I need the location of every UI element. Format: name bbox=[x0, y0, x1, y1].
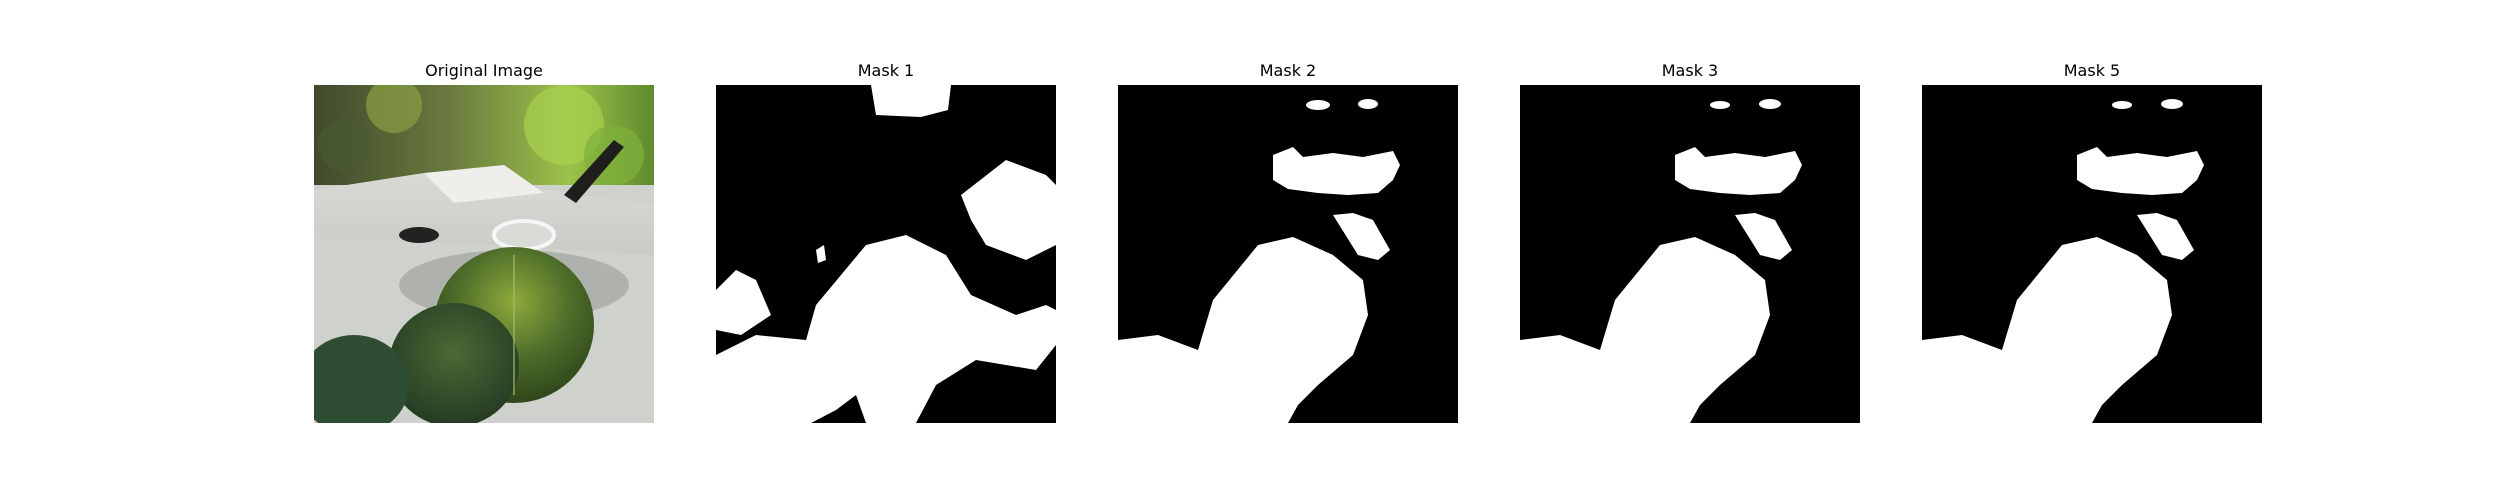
dark-leaf bbox=[389, 303, 519, 423]
panel-mask-3: Mask 3 bbox=[1520, 58, 1860, 423]
mask-image bbox=[1922, 85, 2262, 423]
mask-foreground bbox=[1520, 99, 1802, 423]
mask-foreground bbox=[716, 85, 1056, 423]
mask-canvas bbox=[716, 85, 1056, 423]
panel-original-image: Original Image bbox=[314, 58, 654, 423]
panel-title: Mask 3 bbox=[1661, 61, 1719, 80]
panel-mask-1: Mask 1 bbox=[716, 58, 1056, 423]
mask-foreground bbox=[1118, 99, 1400, 423]
mask-image bbox=[716, 85, 1056, 423]
panel-title: Original Image bbox=[425, 61, 543, 80]
mask-canvas bbox=[1118, 85, 1458, 423]
mask-image bbox=[1118, 85, 1458, 423]
mask-canvas bbox=[1922, 85, 2262, 423]
photo-canvas bbox=[314, 85, 654, 423]
original-photo bbox=[314, 85, 654, 423]
dark-handle bbox=[564, 140, 624, 203]
panel-title: Mask 1 bbox=[857, 61, 915, 80]
mask-foreground bbox=[1922, 99, 2204, 423]
bottom-leaf bbox=[314, 335, 409, 423]
panel-title: Mask 5 bbox=[2063, 61, 2121, 80]
mask-image bbox=[1520, 85, 1860, 423]
panel-mask-2: Mask 2 bbox=[1118, 58, 1458, 423]
panel-mask-5: Mask 5 bbox=[1922, 58, 2262, 423]
panel-title: Mask 2 bbox=[1259, 61, 1317, 80]
mask-canvas bbox=[1520, 85, 1860, 423]
